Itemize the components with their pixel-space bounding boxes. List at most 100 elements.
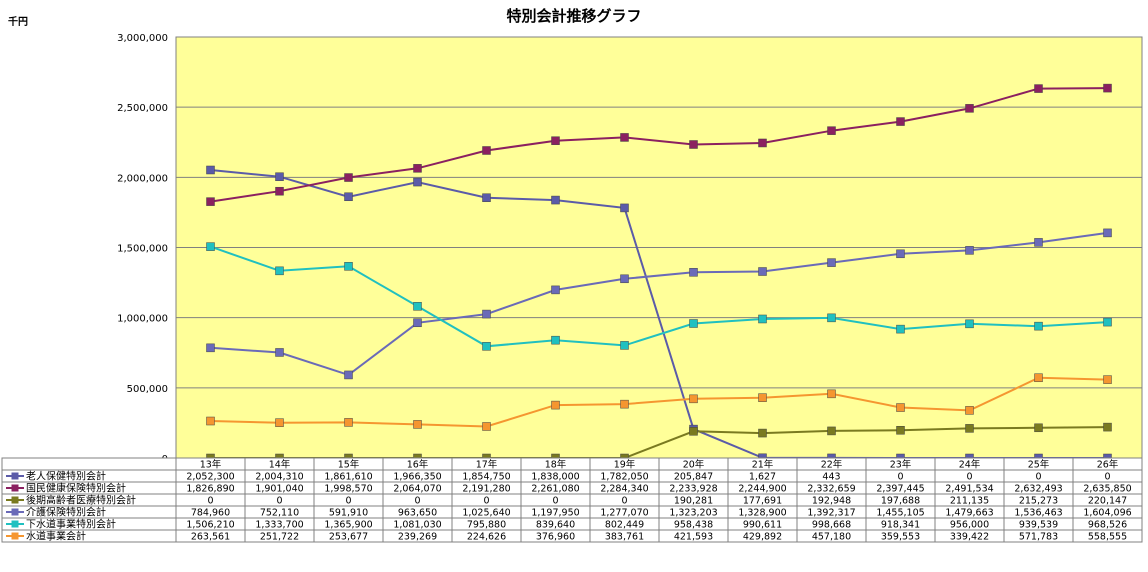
- data-value-label: 1,081,030: [393, 520, 441, 531]
- data-value-label: 958,438: [674, 520, 713, 531]
- data-point: [827, 389, 836, 399]
- data-value-label: 0: [207, 496, 213, 507]
- y-tick-label: 1,500,000: [117, 244, 168, 255]
- data-value-label: 0: [897, 472, 903, 483]
- data-table: 13年 14年 15年 16年 17年 18年 19年 20年 21年 22年 23年 24年 25年 2…: [1, 457, 1143, 543]
- data-value-label: 1,604,096: [1083, 508, 1131, 519]
- data-point: [827, 313, 836, 323]
- data-value-label: 2,244,900: [738, 484, 786, 495]
- legend-label: 下水道事業特別会計: [26, 518, 116, 531]
- data-value-label: 795,880: [467, 520, 506, 531]
- data-value-label: 443: [822, 472, 840, 483]
- data-value-label: 2,064,070: [393, 484, 441, 495]
- data-value-label: 1,479,663: [945, 508, 993, 519]
- data-value-label: 963,650: [398, 508, 437, 519]
- data-value-label: 421,593: [674, 532, 713, 543]
- x-tick-label: 26年: [1097, 459, 1119, 471]
- legend-label: 後期高齢者医療特別会計: [26, 494, 136, 507]
- data-point: [827, 126, 836, 135]
- legend-label: 介護保険特別会計: [26, 506, 106, 519]
- data-value-label: 339,422: [950, 532, 989, 543]
- x-tick-label: 17年: [476, 459, 498, 471]
- data-point: [275, 348, 284, 357]
- data-point: [551, 285, 560, 295]
- data-value-label: 1,323,203: [669, 508, 717, 519]
- data-value-label: 457,180: [812, 532, 851, 543]
- table-frame: [1, 457, 1143, 543]
- x-tick-label: 23年: [890, 459, 912, 471]
- legend-marker: [11, 484, 19, 492]
- data-point: [896, 403, 905, 412]
- data-value-label: 0: [552, 496, 558, 507]
- data-value-label: 0: [966, 472, 972, 483]
- data-value-label: 1,333,700: [255, 520, 303, 531]
- data-point: [1103, 317, 1112, 327]
- x-tick-label: 13年: [200, 459, 222, 471]
- data-value-label: 2,635,850: [1083, 484, 1131, 495]
- data-value-label: 802,449: [605, 520, 644, 531]
- data-point: [1103, 228, 1112, 238]
- data-point: [206, 242, 215, 251]
- data-point: [413, 420, 422, 429]
- y-tick-label: 500,000: [127, 384, 168, 395]
- x-tick-label: 21年: [752, 459, 774, 471]
- data-point: [620, 203, 629, 213]
- y-tick-label: 2,000,000: [117, 173, 168, 184]
- data-point: [551, 195, 560, 205]
- data-value-label: 177,691: [743, 496, 782, 507]
- legend-marker: [11, 508, 19, 516]
- data-point: [206, 197, 215, 206]
- data-value-label: 2,052,300: [186, 472, 234, 483]
- data-value-label: 1,966,350: [393, 472, 441, 483]
- data-value-label: 1,277,070: [600, 508, 648, 519]
- data-value-label: 956,000: [950, 520, 989, 531]
- data-point: [689, 427, 698, 436]
- x-tick-label: 16年: [407, 459, 429, 471]
- data-value-label: 263,561: [191, 532, 230, 543]
- data-point: [689, 140, 698, 149]
- data-value-label: 211,135: [950, 496, 989, 507]
- data-value-label: 1,782,050: [600, 472, 648, 483]
- data-value-label: 1,197,950: [531, 508, 579, 519]
- y-axis: 0500,0001,000,0001,500,0002,000,0002,500…: [117, 33, 168, 465]
- data-point: [827, 426, 836, 436]
- data-point: [1034, 423, 1043, 433]
- unit-label: 千円: [8, 17, 28, 28]
- data-value-label: 2,004,310: [255, 472, 303, 483]
- data-point: [620, 274, 629, 284]
- data-point: [758, 267, 767, 276]
- data-point: [1103, 83, 1112, 93]
- data-value-label: 0: [1035, 472, 1041, 483]
- data-value-label: 752,110: [260, 508, 299, 519]
- data-value-label: 990,611: [743, 520, 782, 531]
- data-point: [206, 416, 215, 426]
- data-value-label: 205,847: [674, 472, 713, 483]
- data-point: [344, 192, 353, 202]
- data-point: [551, 136, 560, 145]
- data-value-label: 1,861,610: [324, 472, 372, 483]
- data-value-label: 376,960: [536, 532, 575, 543]
- data-point: [275, 418, 284, 427]
- x-tick-label: 18年: [545, 459, 567, 471]
- data-point: [344, 418, 353, 427]
- legend-marker: [11, 520, 19, 528]
- data-point: [1103, 422, 1112, 432]
- data-point: [758, 138, 767, 148]
- data-point: [482, 342, 491, 351]
- y-tick-label: 1,000,000: [117, 314, 168, 325]
- legend-marker: [11, 532, 19, 540]
- data-point: [413, 318, 422, 328]
- data-value-label: 1,392,317: [807, 508, 855, 519]
- y-tick-label: 2,500,000: [117, 103, 168, 114]
- data-point: [413, 177, 422, 187]
- data-value-label: 2,491,534: [945, 484, 993, 495]
- data-value-label: 0: [276, 496, 282, 507]
- data-value-label: 1,328,900: [738, 508, 786, 519]
- data-value-label: 429,892: [743, 532, 782, 543]
- data-value-label: 253,677: [329, 532, 368, 543]
- data-value-label: 215,273: [1019, 496, 1058, 507]
- data-point: [758, 314, 767, 324]
- data-point: [413, 164, 422, 173]
- data-point: [482, 309, 491, 319]
- data-point: [896, 324, 905, 334]
